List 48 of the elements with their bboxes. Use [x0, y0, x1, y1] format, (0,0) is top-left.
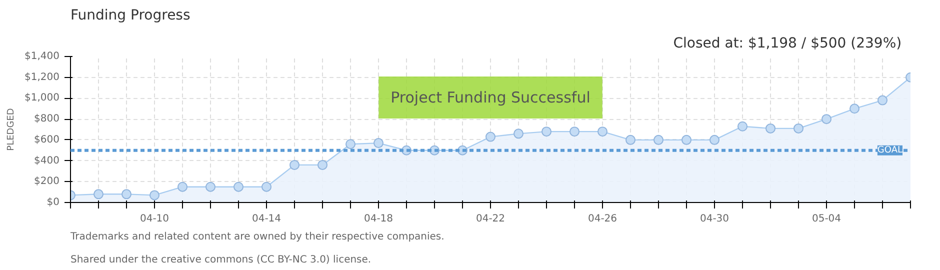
point [654, 134, 664, 145]
annotation: Project Funding Successful [390, 88, 590, 106]
point [682, 134, 692, 145]
x-tick-label: 04-18 [364, 214, 394, 224]
point [570, 126, 580, 137]
point [346, 139, 356, 150]
point [150, 190, 160, 200]
y-tick-label: $800 [34, 114, 60, 125]
x-tick-label: 05-04 [812, 214, 842, 224]
point [598, 126, 608, 137]
y-tick-label: $1,000 [24, 92, 60, 104]
point [206, 182, 216, 192]
chart-subtitle: Closed at: $1,198 / $500 (239%) [673, 36, 902, 52]
point [710, 134, 720, 145]
point [122, 189, 132, 200]
y-tick-label: $200 [34, 176, 60, 188]
point [766, 123, 776, 134]
point [850, 104, 860, 114]
text: Trademarks and related content are owned by their respective companies. [70, 232, 444, 242]
point [626, 134, 636, 145]
point [318, 160, 328, 170]
point [878, 95, 888, 106]
x-tick-label: 04-30 [700, 214, 730, 224]
x-tick-label: 04-22 [476, 214, 506, 224]
ref-line-label: GOAL [877, 145, 903, 156]
y-tick-label: $400 [34, 155, 60, 166]
y-tick-label: $1,200 [24, 72, 60, 83]
point [234, 182, 244, 192]
point [262, 182, 272, 192]
chart-title: Funding Progress [70, 8, 190, 24]
y-tick-label: $600 [34, 134, 60, 146]
point [178, 182, 188, 192]
y-axis-title: PLEDGED [6, 108, 17, 151]
point [738, 121, 748, 132]
point [514, 128, 524, 139]
point [794, 123, 804, 134]
y-tick-label: $0 [46, 197, 60, 208]
x-tick-label: 04-10 [140, 214, 170, 224]
point [94, 189, 104, 200]
y-tick-label: $1,400 [24, 51, 60, 62]
point [374, 138, 384, 148]
text: Shared under the creative commons (CC BY-NC 3.0) license. [70, 254, 372, 266]
point [486, 132, 496, 142]
point [290, 160, 300, 170]
point [542, 126, 552, 137]
point [822, 114, 832, 124]
x-tick-label: 04-26 [588, 214, 618, 224]
x-tick-label: 04-14 [252, 214, 282, 224]
